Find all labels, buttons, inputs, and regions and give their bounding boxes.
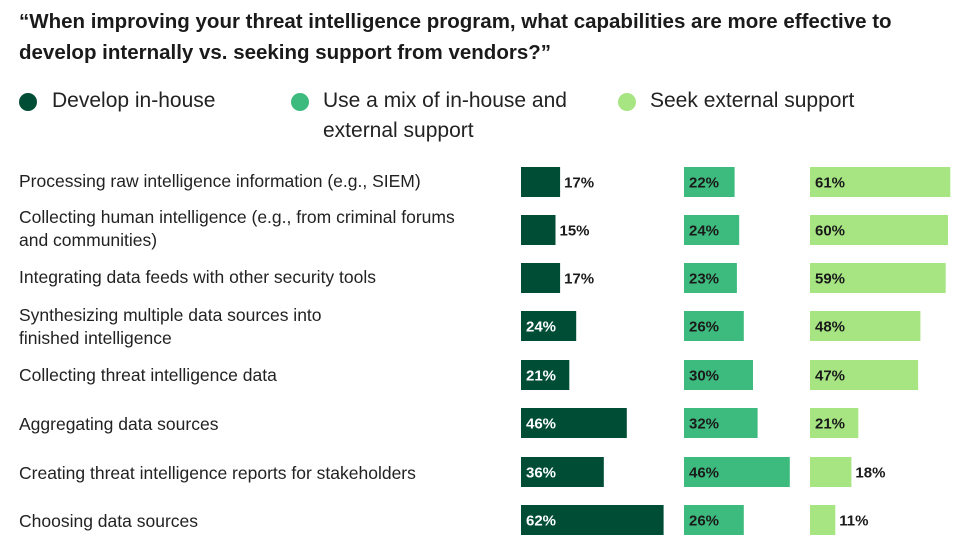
category-label: Collecting human intelligence (e.g., fro… <box>19 207 455 250</box>
data-label: 11% <box>839 513 868 530</box>
data-label: 48% <box>815 319 845 336</box>
bar <box>521 215 556 245</box>
category-label: Integrating data feeds with other securi… <box>19 267 377 287</box>
data-label: 26% <box>689 513 719 530</box>
data-label: 36% <box>526 465 556 482</box>
data-label: 61% <box>815 175 845 192</box>
legend-marker-develop-in-house <box>19 93 37 111</box>
bar <box>684 215 740 245</box>
data-label: 24% <box>526 319 556 336</box>
category-label: Synthesizing multiple data sources into … <box>19 305 322 348</box>
bar <box>810 360 919 390</box>
bar <box>521 360 570 390</box>
bar <box>684 311 744 341</box>
data-label: 47% <box>815 368 845 385</box>
data-label: 62% <box>526 513 556 530</box>
data-label: 15% <box>560 223 590 240</box>
data-label: 30% <box>689 368 719 385</box>
data-label: 46% <box>526 416 556 433</box>
legend-label-develop-in-house: Develop in-house <box>52 89 216 112</box>
bar <box>810 311 921 341</box>
data-label: 26% <box>689 319 719 336</box>
bar <box>810 408 859 438</box>
data-label: 21% <box>526 368 556 385</box>
data-label: 17% <box>564 175 594 192</box>
bar <box>521 457 604 487</box>
bar <box>684 360 753 390</box>
data-label: 23% <box>689 271 719 288</box>
bar <box>810 457 852 487</box>
data-label: 24% <box>689 223 719 240</box>
bar <box>684 457 790 487</box>
legend-label-mix-support: Use a mix of in-house and external suppo… <box>323 89 567 142</box>
bar <box>521 311 577 341</box>
bar <box>810 215 948 245</box>
legend-marker-external-support <box>618 93 636 111</box>
bar <box>810 505 836 535</box>
legend-label-external-support: Seek external support <box>650 89 855 112</box>
legend-marker-mix-support <box>291 93 309 111</box>
data-label: 59% <box>815 271 845 288</box>
data-label: 21% <box>815 416 845 433</box>
data-label: 60% <box>815 223 845 240</box>
bar <box>810 263 946 293</box>
category-label: Choosing data sources <box>19 511 198 531</box>
category-label: Creating threat intelligence reports for… <box>19 463 416 483</box>
bar <box>810 167 951 197</box>
bar <box>684 505 744 535</box>
bar <box>521 505 664 535</box>
category-label: Collecting threat intelligence data <box>19 365 277 385</box>
data-label: 46% <box>689 465 719 482</box>
bar <box>521 167 561 197</box>
bar <box>684 408 758 438</box>
category-label: Processing raw intelligence information … <box>19 171 421 191</box>
category-label: Aggregating data sources <box>19 414 219 434</box>
bar <box>684 263 737 293</box>
data-label: 32% <box>689 416 719 433</box>
data-label: 17% <box>564 271 594 288</box>
bar <box>684 167 735 197</box>
data-label: 18% <box>855 465 885 482</box>
chart-title: “When improving your threat intelligence… <box>19 10 892 64</box>
bar <box>521 263 561 293</box>
bar <box>521 408 627 438</box>
data-label: 22% <box>689 175 719 192</box>
